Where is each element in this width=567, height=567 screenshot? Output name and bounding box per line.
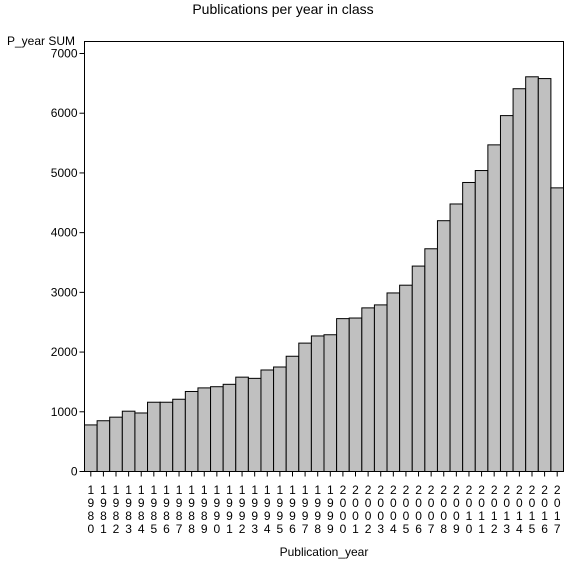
bar-2014 (512, 88, 527, 472)
bar-1999 (323, 334, 338, 472)
chart-title: Publications per year in class (192, 1, 373, 17)
y-tick-label: 7000 (51, 47, 78, 61)
bar-1995 (273, 366, 287, 472)
bar-2003 (373, 304, 388, 472)
y-tick-label: 1000 (51, 405, 78, 419)
bar-1980 (84, 424, 98, 473)
bar-1982 (109, 416, 123, 473)
bar-1983 (121, 410, 136, 473)
bar-1985 (147, 401, 161, 473)
bar-2004 (386, 292, 401, 473)
bar-2017 (550, 187, 565, 473)
bar-1993 (247, 377, 262, 473)
bar-2006 (411, 265, 426, 472)
bar-1996 (285, 355, 300, 472)
bar-2011 (474, 170, 489, 472)
bar-1992 (235, 376, 249, 472)
x-axis: 1 9 8 0 1 9 8 1 1 9 8 2 1 9 8 3 1 9 8 4 1 9 8 5 1 9 8 6 1 9 8 7 1 9 8 8 1 9 8 9… (87, 471, 561, 536)
bars-group (84, 76, 565, 473)
bar-2016 (537, 78, 552, 473)
bar-1998 (310, 335, 325, 473)
x-axis-label: Publication_year (280, 545, 369, 559)
bar-2002 (361, 307, 375, 472)
bar-1989 (197, 387, 212, 472)
bar-2009 (449, 203, 464, 472)
bar-2001 (348, 317, 363, 472)
bar-1987 (172, 398, 186, 472)
plot-frame (84, 41, 564, 472)
bar-2000 (336, 318, 350, 472)
bar-1994 (260, 369, 275, 472)
y-axis-label: P_year SUM (7, 34, 75, 48)
bar-1981 (96, 420, 111, 472)
bar-1997 (298, 342, 312, 472)
bar-2008 (436, 220, 451, 472)
y-tick-label: 2000 (51, 345, 78, 359)
bar-1991 (222, 383, 237, 473)
bar-1988 (184, 390, 199, 473)
bar-2015 (525, 76, 539, 472)
y-tick-label: 5000 (51, 166, 78, 180)
y-tick-label: 0 (71, 465, 78, 479)
y-axis: 0 1000 2000 3000 4000 5000 6000 7000 (51, 47, 85, 479)
y-tick-label: 4000 (51, 226, 78, 240)
y-tick-label: 3000 (51, 285, 78, 299)
bar-2010 (462, 181, 476, 472)
bar-1990 (210, 386, 224, 472)
bar-2013 (499, 115, 514, 472)
bar-1984 (134, 412, 149, 473)
y-tick-label: 6000 (51, 106, 78, 120)
bar-1986 (159, 401, 174, 473)
bar-2007 (424, 248, 438, 472)
bar-2012 (487, 144, 501, 473)
bar-2005 (399, 284, 413, 472)
